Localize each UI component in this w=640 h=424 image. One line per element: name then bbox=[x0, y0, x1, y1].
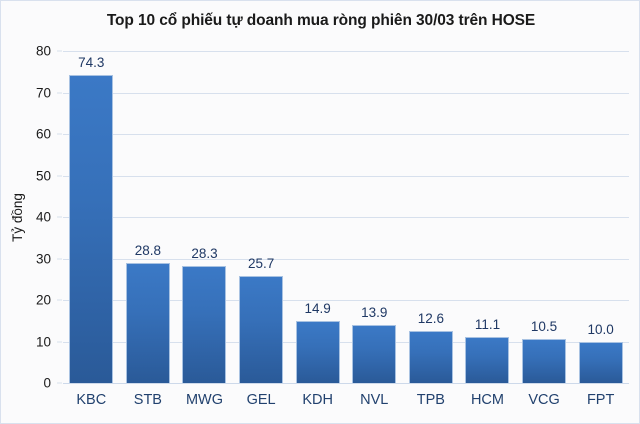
bar-slot: 28.8 bbox=[120, 51, 177, 383]
bar-value-label: 10.5 bbox=[530, 319, 558, 335]
gridline bbox=[63, 92, 629, 94]
x-axis-tick-label: NVL bbox=[360, 392, 389, 408]
y-axis-tick-mark bbox=[57, 92, 62, 93]
y-axis-tick-label: 70 bbox=[35, 85, 51, 100]
gridline bbox=[63, 134, 629, 135]
y-axis-tick-label: 20 bbox=[35, 292, 51, 308]
bar-slot: 28.3 bbox=[176, 51, 233, 383]
y-axis-tick-label: 50 bbox=[35, 168, 51, 183]
y-axis-tick-mark bbox=[57, 175, 62, 176]
gridline bbox=[63, 258, 629, 260]
y-axis-tick-mark bbox=[57, 216, 62, 218]
gridline bbox=[63, 300, 629, 301]
bar-value-label: 74.3 bbox=[78, 54, 105, 70]
bar-slot: 12.6 bbox=[403, 51, 460, 383]
x-axis-tick-label: FPT bbox=[586, 392, 615, 408]
y-axis-tick-mark bbox=[57, 382, 62, 384]
bar-slot: 74.3 bbox=[63, 51, 120, 383]
x-axis-tick-label: KDH bbox=[302, 392, 333, 408]
bar-kbc[interactable]: 74.3 bbox=[69, 55, 114, 383]
bar-gel[interactable]: 25.7 bbox=[239, 256, 284, 383]
y-axis-tick-label: 80 bbox=[35, 43, 51, 59]
bar-series: 74.3 28.8 28.3 25.7 14.9 13.9 12.6 11.1 10.5 10.0 bbox=[63, 51, 629, 383]
y-axis-tick-mark bbox=[57, 50, 62, 52]
y-axis-tick-label: 30 bbox=[35, 251, 51, 266]
y-axis-tick-mark bbox=[57, 341, 62, 342]
plot-area: 74.3 28.8 28.3 25.7 14.9 13.9 12.6 11.1 10.5 10.0 bbox=[63, 51, 629, 384]
y-axis-tick-mark bbox=[57, 133, 62, 135]
bar-kdh[interactable]: 14.9 bbox=[295, 301, 340, 383]
bar-tpb[interactable]: 12.6 bbox=[408, 311, 453, 383]
bar-slot: 10.5 bbox=[516, 51, 573, 383]
bar-slot: 10.0 bbox=[572, 51, 629, 383]
x-axis-labels: KBC STB MWG GEL KDH NVL TPB HCM VCG FPT bbox=[63, 387, 629, 413]
bar-stb[interactable]: 28.8 bbox=[125, 243, 170, 383]
x-axis-tick-label: KBC bbox=[76, 392, 107, 408]
y-axis-tick-mark bbox=[57, 258, 62, 259]
y-axis-tick-label: 40 bbox=[35, 209, 51, 225]
bar-value-label: 28.3 bbox=[191, 245, 218, 261]
bar-value-label: 12.6 bbox=[417, 310, 444, 326]
gridline bbox=[63, 51, 629, 52]
y-axis-tick-mark bbox=[57, 299, 62, 301]
bar-slot: 25.7 bbox=[233, 51, 290, 383]
y-axis-ticks: 0 10 20 30 40 50 60 70 80 bbox=[1, 44, 62, 391]
x-axis-tick-label: VCG bbox=[528, 392, 560, 408]
bar-slot: 14.9 bbox=[289, 51, 346, 383]
gridline bbox=[63, 341, 629, 343]
bar-value-label: 14.9 bbox=[304, 301, 331, 317]
bar-slot: 11.1 bbox=[459, 51, 516, 383]
x-axis-tick-label: STB bbox=[133, 392, 162, 408]
bar-slot: 13.9 bbox=[346, 51, 403, 383]
y-axis-tick-label: 0 bbox=[43, 375, 51, 391]
bar-value-label: 28.8 bbox=[134, 243, 162, 259]
bar-hcm[interactable]: 11.1 bbox=[465, 317, 510, 383]
bar-value-label: 25.7 bbox=[247, 256, 275, 272]
x-axis-baseline bbox=[63, 383, 629, 384]
bar-nvl[interactable]: 13.9 bbox=[352, 305, 397, 383]
gridline bbox=[63, 217, 629, 218]
x-axis-tick-label: GEL bbox=[246, 392, 276, 408]
chart-title: Top 10 cổ phiếu tự doanh mua ròng phiên … bbox=[106, 12, 536, 29]
gridline bbox=[63, 175, 629, 177]
bar-value-label: 13.9 bbox=[361, 305, 388, 321]
bar-value-label: 10.0 bbox=[587, 321, 614, 337]
y-axis-tick-label: 10 bbox=[35, 334, 51, 349]
x-axis-tick-label: HCM bbox=[470, 392, 504, 408]
bar-value-label: 11.1 bbox=[474, 316, 501, 332]
y-axis-tick-label: 60 bbox=[35, 126, 51, 142]
bar-mwg[interactable]: 28.3 bbox=[182, 246, 227, 383]
x-axis-tick-label: TPB bbox=[416, 392, 445, 408]
x-axis-tick-label: MWG bbox=[185, 392, 223, 408]
bar-fpt[interactable]: 10.0 bbox=[578, 322, 623, 383]
bar-vcg[interactable]: 10.5 bbox=[522, 319, 567, 383]
